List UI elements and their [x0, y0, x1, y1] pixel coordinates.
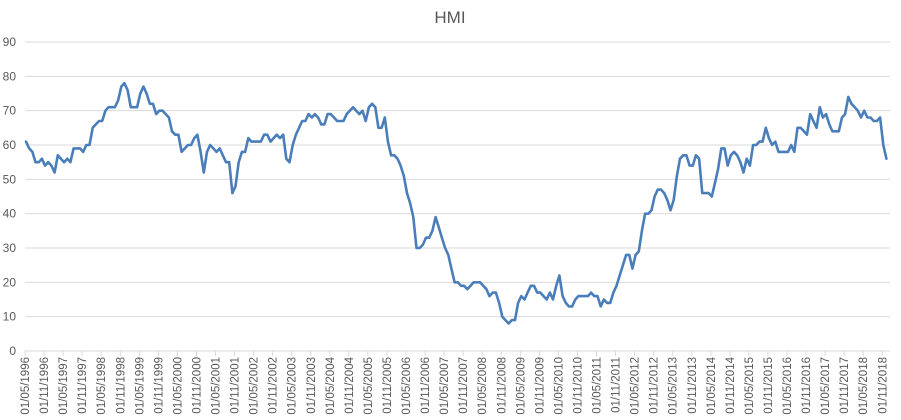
- y-tick-label: 20: [3, 275, 17, 289]
- y-tick-label: 40: [3, 207, 17, 221]
- x-tick-label: 01/11/2003: [306, 357, 318, 414]
- x-tick-label: 01/05/1998: [96, 357, 108, 415]
- y-tick-label: 0: [9, 344, 16, 358]
- x-tick-label: 01/05/2002: [249, 357, 261, 415]
- x-tick-label: 01/05/2013: [668, 357, 680, 415]
- series-line-hmi: [24, 81, 888, 325]
- x-tick-label: 01/11/2001: [230, 357, 242, 414]
- chart-title: HMI: [434, 8, 465, 27]
- x-tick-label: 01/11/2015: [763, 357, 775, 414]
- x-tick-label: 01/05/2005: [363, 357, 375, 415]
- x-tick-label: 01/11/2000: [191, 357, 203, 414]
- x-tick-label: 01/05/2017: [820, 357, 832, 415]
- y-tick-label: 90: [3, 35, 17, 49]
- x-axis-tick-labels: 01/05/1996 01/11/1996 01/05/1997 01/11/1997…: [20, 356, 889, 414]
- x-tick-label: 01/11/2006: [420, 357, 432, 414]
- x-tick-label: 01/11/2004: [344, 356, 356, 413]
- x-tick-label: 01/05/2012: [630, 357, 642, 415]
- x-tick-label: 01/05/2007: [439, 357, 451, 415]
- x-tick-label: 01/05/1999: [134, 357, 146, 415]
- x-tick-label: 01/11/2012: [649, 357, 661, 414]
- x-tick-label: 01/05/2000: [172, 357, 184, 415]
- gridlines: [25, 41, 890, 318]
- x-tick-label: 01/11/2013: [687, 357, 699, 414]
- y-tick-label: 10: [3, 310, 17, 324]
- x-tick-label: 01/05/2018: [858, 357, 870, 415]
- data-points: [25, 83, 887, 324]
- x-tick-label: 01/05/2009: [515, 357, 527, 415]
- x-tick-label: 01/11/1996: [39, 357, 51, 414]
- x-axis: [24, 350, 890, 356]
- y-axis-tick-labels: 0 10 20 30 40 50 60 70 80 90: [3, 35, 17, 358]
- x-tick-label: 01/05/2011: [592, 357, 604, 414]
- x-tick-label: 01/11/2008: [496, 357, 508, 414]
- x-tick-label: 01/05/2006: [401, 357, 413, 415]
- x-tick-label: 01/11/1997: [77, 357, 89, 414]
- x-tick-label: 01/11/2018: [877, 357, 889, 414]
- x-tick-label: 01/11/2002: [268, 357, 280, 414]
- x-tick-label: 01/11/2016: [801, 357, 813, 414]
- x-tick-label: 01/11/2017: [839, 357, 851, 414]
- x-tick-label: 01/05/2003: [287, 357, 299, 415]
- x-tick-label: 01/05/1996: [20, 357, 32, 415]
- x-tick-label: 01/11/2014: [725, 356, 737, 413]
- x-tick-label: 01/11/2010: [572, 357, 584, 414]
- x-tick-label: 01/05/2001: [211, 357, 223, 415]
- x-tick-label: 01/05/1997: [58, 357, 70, 415]
- x-tick-label: 01/05/2008: [477, 357, 489, 415]
- x-tick-label: 01/11/2005: [382, 357, 394, 414]
- x-tick-label: 01/05/2015: [744, 357, 756, 415]
- y-tick-label: 60: [3, 138, 17, 152]
- x-tick-label: 01/05/2004: [325, 356, 337, 414]
- y-tick-label: 80: [3, 69, 17, 83]
- x-tick-label: 01/05/2014: [706, 356, 718, 414]
- x-tick-label: 01/05/2016: [782, 357, 794, 415]
- x-tick-label: 01/11/2007: [458, 357, 470, 414]
- x-tick-label: 01/05/2010: [553, 357, 565, 415]
- x-tick-label: 01/11/1998: [115, 357, 127, 414]
- y-tick-label: 70: [3, 104, 17, 118]
- x-tick-label: 01/11/2009: [534, 357, 546, 414]
- y-tick-label: 50: [3, 172, 17, 186]
- x-tick-label: 01/11/1999: [153, 357, 165, 414]
- y-tick-label: 30: [3, 241, 17, 255]
- x-tick-label: 01/11/2011: [611, 357, 623, 413]
